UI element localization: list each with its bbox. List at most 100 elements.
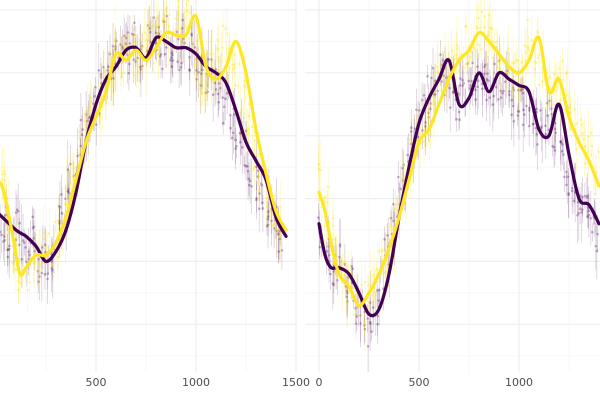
x-tick-label: 1000 <box>182 376 210 389</box>
data-point <box>528 107 531 110</box>
data-point <box>458 70 461 73</box>
data-point <box>229 127 232 130</box>
data-point <box>581 196 584 199</box>
data-point <box>196 63 199 66</box>
data-point <box>267 224 270 227</box>
data-point <box>439 53 442 56</box>
data-point <box>217 101 220 104</box>
data-point <box>522 92 525 95</box>
data-point <box>67 190 70 193</box>
data-point <box>534 68 537 71</box>
data-point <box>550 103 553 106</box>
data-point <box>449 106 452 109</box>
data-point <box>150 26 153 29</box>
data-point <box>8 245 11 248</box>
data-point <box>537 32 540 35</box>
data-point <box>3 239 6 242</box>
data-point <box>165 46 168 49</box>
data-point <box>275 228 278 231</box>
data-point <box>590 132 593 135</box>
data-point <box>221 46 224 49</box>
x-tick-label: 0 <box>316 376 323 389</box>
data-point <box>474 98 477 101</box>
data-point <box>402 163 405 166</box>
data-point <box>562 153 565 156</box>
data-point <box>323 225 326 228</box>
data-point <box>515 59 518 62</box>
data-point <box>588 214 591 217</box>
data-point <box>462 67 465 70</box>
data-point <box>550 107 553 110</box>
data-point <box>485 99 488 102</box>
data-point <box>210 80 213 83</box>
data-point <box>415 109 418 112</box>
data-point <box>279 206 282 209</box>
data-point <box>34 234 37 237</box>
data-point <box>530 39 533 42</box>
data-point <box>561 143 564 146</box>
data-point <box>255 199 258 202</box>
data-point <box>589 217 592 220</box>
data-point <box>17 288 20 291</box>
data-point <box>26 288 29 291</box>
data-point <box>326 250 329 253</box>
data-point <box>81 128 84 131</box>
data-point <box>436 66 439 69</box>
data-point <box>481 11 484 14</box>
data-point <box>221 96 224 99</box>
data-point <box>50 263 53 266</box>
data-point <box>78 152 81 155</box>
data-point <box>60 193 63 196</box>
data-point <box>429 132 432 135</box>
data-point <box>525 105 528 108</box>
data-point <box>189 69 192 72</box>
data-point <box>487 79 490 82</box>
data-point <box>128 72 131 75</box>
data-point <box>453 58 456 61</box>
data-point <box>370 330 373 333</box>
data-point <box>65 187 68 190</box>
data-point <box>90 96 93 99</box>
x-tick-label: 1500 <box>282 376 310 389</box>
data-point <box>565 184 568 187</box>
x-tick-label: 500 <box>86 376 107 389</box>
data-point <box>174 29 177 32</box>
data-point <box>477 17 480 20</box>
data-point <box>505 71 508 74</box>
data-point <box>427 116 430 119</box>
data-point <box>143 32 146 35</box>
data-point <box>279 234 282 237</box>
data-point <box>492 103 495 106</box>
data-point <box>178 69 181 72</box>
x-tick-label: 1000 <box>505 376 533 389</box>
data-point <box>28 281 31 284</box>
data-point <box>467 80 470 83</box>
data-point <box>442 59 445 62</box>
data-point <box>565 72 568 75</box>
data-point <box>581 132 584 135</box>
data-point <box>148 38 151 41</box>
data-point <box>239 111 242 114</box>
data-point <box>493 41 496 44</box>
data-point <box>187 0 190 2</box>
data-point <box>242 116 245 119</box>
data-point <box>485 56 488 59</box>
data-point <box>123 46 126 49</box>
data-point <box>133 41 136 44</box>
data-point <box>188 37 191 40</box>
data-point <box>24 246 27 249</box>
data-point <box>145 39 148 42</box>
data-point <box>33 225 36 228</box>
data-point <box>440 63 443 66</box>
data-point <box>155 16 158 19</box>
smooth-line-series-0 <box>0 37 286 262</box>
data-point <box>442 76 445 79</box>
data-point <box>231 64 234 67</box>
data-point <box>524 45 527 48</box>
data-point <box>33 262 36 265</box>
data-point <box>274 222 277 225</box>
data-point <box>192 25 195 28</box>
data-point <box>394 203 397 206</box>
data-point <box>243 164 246 167</box>
